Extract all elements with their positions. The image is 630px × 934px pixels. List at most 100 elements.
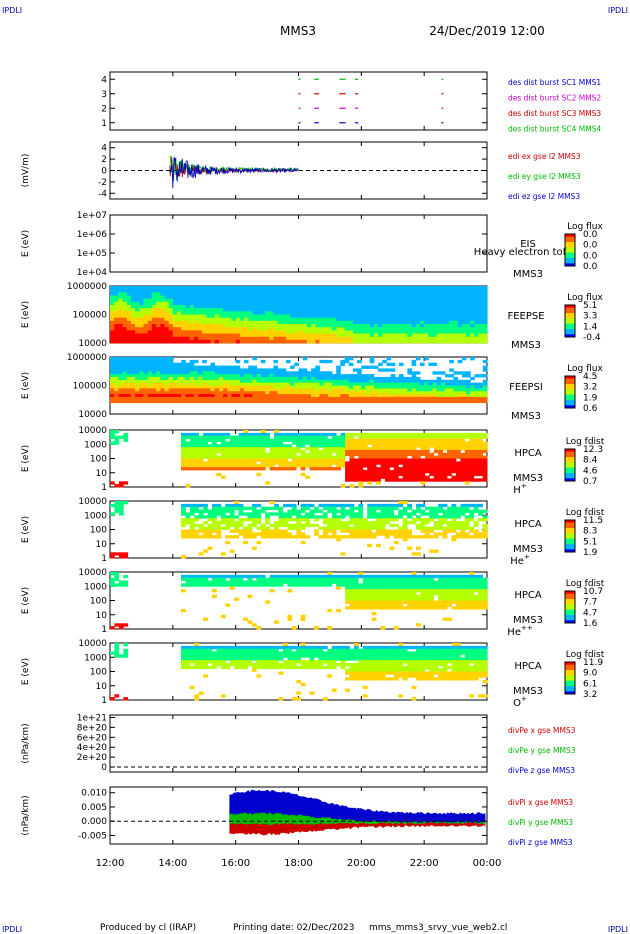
- spectrogram-cell: [198, 385, 203, 389]
- spectrogram-cell: [365, 330, 371, 334]
- spectrogram-cell: [378, 388, 383, 392]
- spectrogram-cell: [143, 382, 149, 386]
- spectrogram-cell: [193, 295, 199, 300]
- spectrogram-cell: [376, 458, 381, 462]
- spectrogram-cell: [247, 535, 253, 539]
- spectrogram-cell: [229, 521, 235, 525]
- spectrogram-cell: [130, 379, 136, 384]
- spectrogram-cell: [247, 523, 253, 528]
- spectrogram-cell: [390, 385, 396, 389]
- spectrogram-cell: [478, 467, 483, 471]
- spectrogram-cell: [432, 286, 438, 290]
- spectrogram-cell: [143, 336, 149, 341]
- spectrogram-cell: [110, 555, 115, 559]
- spectrogram-cell: [394, 330, 400, 334]
- spectrogram-cell: [315, 374, 320, 378]
- spectrogram-cell: [378, 311, 383, 315]
- spectrogram-cell: [220, 435, 226, 439]
- spectrogram-cell: [160, 314, 165, 319]
- spectrogram-cell: [432, 388, 438, 392]
- spectrogram-cell: [340, 286, 345, 290]
- spectrogram-cell: [345, 447, 350, 451]
- spectrogram-cell: [416, 523, 421, 528]
- spectrogram-cell: [239, 330, 245, 334]
- spectrogram-cell: [220, 467, 226, 471]
- spectrogram-cell: [229, 458, 235, 462]
- spectrogram-cell: [440, 371, 446, 375]
- spectrogram-cell: [323, 317, 329, 322]
- spectrogram-cell: [378, 295, 383, 300]
- spectrogram-cell: [470, 399, 475, 404]
- spectrogram-cell: [420, 324, 425, 328]
- spectrogram-cell: [193, 394, 199, 398]
- spectrogram-cell: [269, 382, 274, 386]
- spectrogram-cell: [189, 327, 195, 331]
- spectrogram-cell: [318, 455, 324, 459]
- spectrogram-cell: [424, 449, 430, 454]
- spectrogram-cell: [194, 432, 200, 437]
- spectrogram-cell: [251, 583, 257, 587]
- spectrogram-cell: [442, 469, 448, 474]
- spectrogram-cell: [393, 529, 399, 533]
- spectrogram-cell: [464, 509, 470, 513]
- spectrogram-cell: [466, 374, 471, 378]
- spectrogram-cell: [407, 396, 412, 401]
- spectrogram-cell: [353, 441, 359, 445]
- spectrogram-cell: [256, 435, 262, 439]
- spectrogram-cell: [122, 339, 128, 344]
- spectrogram-cell: [353, 515, 359, 519]
- spectrogram-cell: [220, 580, 226, 584]
- spectrogram-cell: [147, 359, 153, 364]
- y-tick-label: 1000000: [67, 282, 107, 292]
- spectrogram-cell: [373, 317, 379, 322]
- spectrogram-cell: [243, 432, 248, 437]
- spectrogram-cell: [283, 455, 288, 459]
- spectrogram-cell: [319, 339, 324, 344]
- spectrogram-cell: [398, 441, 404, 445]
- spectrogram-cell: [185, 449, 191, 454]
- spectrogram-cell: [189, 444, 195, 448]
- spectrogram-cell: [300, 515, 306, 519]
- spectrogram-cell: [369, 339, 375, 344]
- spectrogram-cell: [322, 449, 328, 454]
- spectrogram-cell: [306, 298, 312, 303]
- spectrogram-cell: [478, 324, 484, 328]
- spectrogram-cell: [470, 314, 475, 319]
- spectrogram-cell: [327, 444, 333, 448]
- spectrogram-cell: [344, 286, 350, 290]
- spectrogram-cell: [345, 467, 350, 471]
- spectrogram-cell: [135, 359, 140, 364]
- spectrogram-cell: [382, 336, 387, 341]
- spectrogram-cell: [349, 521, 355, 525]
- spectrogram-cell: [319, 394, 324, 398]
- spectrogram-cell: [345, 529, 350, 533]
- spectrogram-cell: [407, 368, 412, 372]
- spectrogram-cell: [451, 475, 457, 479]
- spectrogram-cell: [214, 394, 220, 398]
- spectrogram-cell: [277, 289, 283, 293]
- spectrogram-cell: [358, 458, 364, 462]
- spectrogram-cell: [177, 292, 182, 296]
- spectrogram-cell: [411, 336, 417, 341]
- spectrogram-cell: [269, 379, 274, 384]
- spectrogram-cell: [460, 461, 466, 465]
- spectrogram-cell: [385, 461, 390, 465]
- spectrogram-cell: [194, 503, 200, 508]
- spectrogram-cell: [214, 327, 220, 331]
- spectrogram-cell: [478, 464, 483, 468]
- spectrogram-cell: [380, 515, 386, 519]
- spectrogram-cell: [424, 379, 429, 384]
- spectrogram-cell: [305, 461, 310, 465]
- spectrogram-cell: [357, 327, 362, 331]
- spectrogram-cell: [399, 311, 404, 315]
- spectrogram-cell: [474, 388, 479, 392]
- spectrogram-cell: [212, 526, 217, 530]
- spectrogram-cell: [181, 447, 186, 451]
- spectrogram-cell: [218, 396, 224, 401]
- spectrogram-cell: [212, 449, 217, 454]
- colorbar-cell: [565, 318, 575, 321]
- spectrogram-cell: [478, 532, 483, 536]
- spectrogram-cell: [118, 371, 123, 375]
- spectrogram-cell: [189, 583, 195, 587]
- spectrogram-cell: [469, 472, 475, 477]
